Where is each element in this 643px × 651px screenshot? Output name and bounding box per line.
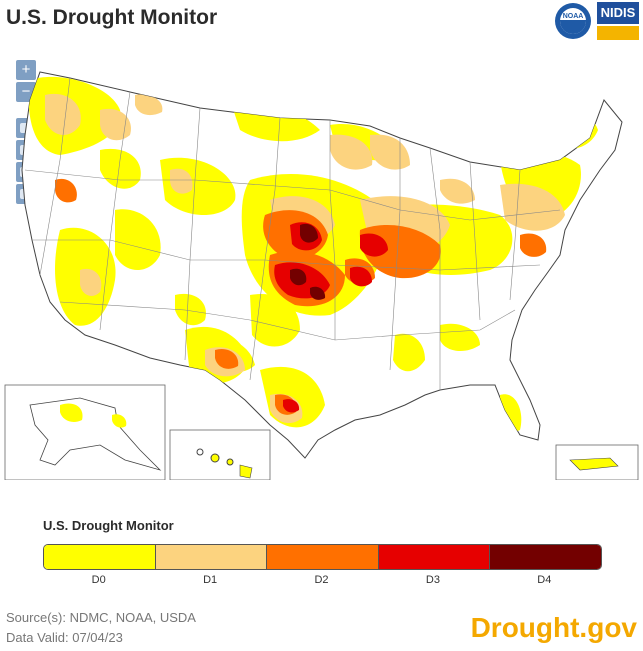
zoom-in-button[interactable]: + [16,60,36,80]
legend-swatch-d0 [44,545,156,569]
state-boundaries [24,77,561,390]
legend-label-d1: D1 [203,574,218,586]
drought-areas [28,76,598,431]
data-valid-text: Data Valid: 07/04/23 [6,630,123,645]
drought-map[interactable] [0,40,643,480]
legend-swatch-d2 [267,545,379,569]
legend-label-d3: D3 [425,574,440,586]
legend-color-bar [43,544,602,570]
legend-swatch-d4 [490,545,601,569]
legend-labels: D0 D1 D2 D3 D4 [43,574,600,586]
legend-swatch-d3 [378,545,491,569]
puerto-rico-inset [555,444,639,480]
legend-swatch-d1 [155,545,268,569]
logo-group: NOAA NIDIS [555,2,639,40]
legend-label-d4: D4 [537,574,552,586]
hawaii-inset [169,429,271,480]
nidis-logo-text: NIDIS [597,2,639,24]
legend-title: U.S. Drought Monitor [43,518,174,533]
noaa-logo-text: NOAA [562,13,584,20]
alaska-inset [4,384,166,480]
source-text: Source(s): NDMC, NOAA, USDA [6,610,196,625]
legend-label-d0: D0 [91,574,106,586]
legend-label-d2: D2 [314,574,329,586]
d4-areas [290,223,326,300]
nidis-logo[interactable]: NIDIS [597,2,639,40]
noaa-logo[interactable]: NOAA [555,3,591,39]
drought-gov-link[interactable]: Drought.gov [470,612,637,643]
page-title: U.S. Drought Monitor [6,6,218,29]
